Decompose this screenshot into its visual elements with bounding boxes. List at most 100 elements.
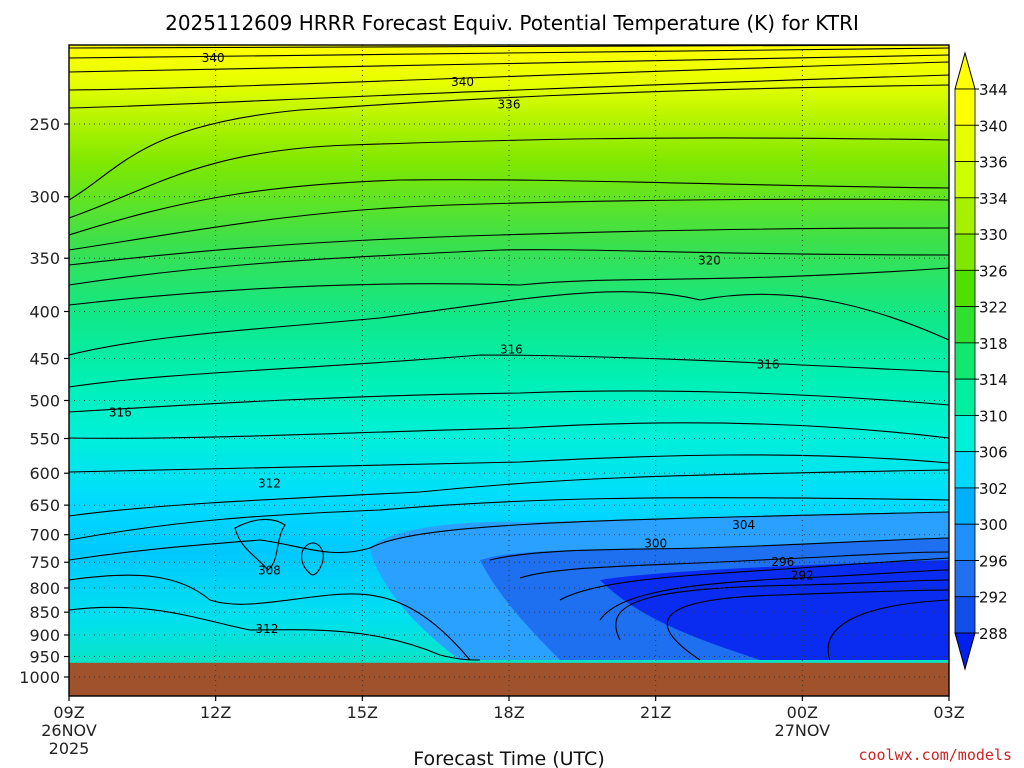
chart-title: 2025112609 HRRR Forecast Equiv. Potentia… <box>165 11 859 35</box>
x-tick-label: 12Z <box>200 703 231 722</box>
colorbar-swatch <box>954 378 976 416</box>
contour-label: 340 <box>451 75 474 89</box>
gridlines <box>69 45 949 696</box>
x-tick-label: 09Z <box>53 703 84 722</box>
coldest-air <box>600 560 949 660</box>
x-tick-label: 15Z <box>347 703 378 722</box>
colorbar-label: 344 <box>979 81 1008 99</box>
colorbar-label: 296 <box>979 552 1008 570</box>
contour-line <box>69 454 949 473</box>
contour-line <box>69 422 949 439</box>
y-tick-label: 350 <box>29 249 60 268</box>
colorbar-swatch <box>954 414 976 453</box>
colorbar-swatch <box>954 161 976 199</box>
contour-label: 296 <box>771 555 794 569</box>
y-tick-label: 1000 <box>19 668 60 687</box>
contour-label: 316 <box>757 358 780 372</box>
contour-label: 312 <box>258 477 281 491</box>
colorbar-label: 292 <box>979 589 1008 607</box>
x-tick-sublabel: 26NOV <box>41 721 97 740</box>
contour-line <box>69 354 949 388</box>
y-tick-label: 450 <box>29 349 60 368</box>
contour-line <box>69 227 949 266</box>
x-tick-label: 18Z <box>493 703 524 722</box>
contour-line <box>69 497 949 541</box>
contour-line <box>69 511 949 561</box>
colorbar: 344 340 336 334 330 326 322 318 314 310 306 302 300 2… <box>954 51 1008 671</box>
contour-label: 336 <box>498 97 521 111</box>
colorbar-label: 318 <box>979 335 1008 353</box>
y-tick-label: 300 <box>29 188 60 207</box>
contour-line <box>69 390 949 413</box>
contour-line <box>234 518 286 571</box>
contour-label: 312 <box>256 622 279 636</box>
colorbar-label: 300 <box>979 516 1008 534</box>
contour-labels: 3403403363203163163163123043002962923083… <box>109 51 814 636</box>
colorbar-swatch <box>954 124 976 162</box>
contour-line <box>69 179 949 236</box>
contour-line <box>599 569 949 621</box>
contour-line <box>69 291 949 356</box>
contour-line <box>69 61 949 91</box>
contour-label: 320 <box>698 253 721 267</box>
colorbar-swatch <box>954 342 976 380</box>
colorbar-swatch <box>954 233 976 271</box>
colorbar-label: 306 <box>979 444 1008 462</box>
colorbar-swatch <box>954 523 976 561</box>
contour-label: 340 <box>202 51 225 65</box>
x-tick-label: 00Z <box>787 703 818 722</box>
colorbar-label: 336 <box>979 154 1008 172</box>
x-tick-sublabel: 2025 <box>49 739 90 758</box>
colorbar-label: 314 <box>979 371 1008 389</box>
x-axis-title: Forecast Time (UTC) <box>413 748 604 768</box>
contour-line <box>69 198 949 251</box>
y-tick-label: 900 <box>29 626 60 645</box>
y-tick-label: 550 <box>29 430 60 449</box>
colorbar-label: 288 <box>979 625 1008 643</box>
colorbar-swatch <box>954 197 976 235</box>
y-tick-label: 800 <box>29 579 60 598</box>
contour-line <box>69 267 949 306</box>
y-axis: 250 300 350 400 450 500 550 600 650 700 750 800 850 9… <box>19 115 69 687</box>
colorbar-top-arrow <box>954 51 976 90</box>
contour-label: 300 <box>644 537 667 551</box>
contour-line <box>519 551 949 579</box>
contour-line <box>69 74 949 109</box>
contour-lines <box>69 45 949 661</box>
credit-text: coolwx.com/models <box>858 746 1012 764</box>
contour-line <box>69 54 949 73</box>
y-tick-label: 650 <box>29 496 60 515</box>
colorbar-swatch <box>954 306 976 344</box>
x-tick-label: 03Z <box>933 703 964 722</box>
colorbar-label: 334 <box>979 190 1008 208</box>
y-tick-label: 250 <box>29 115 60 134</box>
y-tick-label: 850 <box>29 603 60 622</box>
contour-label: 308 <box>258 564 281 578</box>
contour-line <box>301 542 324 576</box>
colorbar-swatch <box>954 88 976 126</box>
y-tick-label: 950 <box>29 648 60 667</box>
colorbar-label: 302 <box>979 480 1008 498</box>
contour-label: 316 <box>500 343 523 357</box>
colorbar-label: 340 <box>979 117 1008 135</box>
x-tick-sublabel: 27NOV <box>775 721 831 740</box>
colorbar-swatch <box>954 596 976 634</box>
colorbar-swatch <box>954 451 976 489</box>
contour-line <box>489 537 949 561</box>
contour-line <box>69 47 949 59</box>
contour-line <box>69 606 481 661</box>
colorbar-label: 322 <box>979 299 1008 317</box>
colorbar-label: 310 <box>979 407 1008 425</box>
contour-line <box>666 589 949 661</box>
contour-line <box>69 137 949 219</box>
contour-label: 316 <box>109 405 132 419</box>
contour-label: 304 <box>732 518 755 532</box>
contour-line <box>69 249 949 286</box>
colorbar-label: 326 <box>979 262 1008 280</box>
x-tick-label: 21Z <box>640 703 671 722</box>
contour-line <box>69 469 949 517</box>
colorbar-label: 330 <box>979 226 1008 244</box>
colorbar-bottom-arrow <box>954 632 976 671</box>
contour-line <box>69 574 471 661</box>
